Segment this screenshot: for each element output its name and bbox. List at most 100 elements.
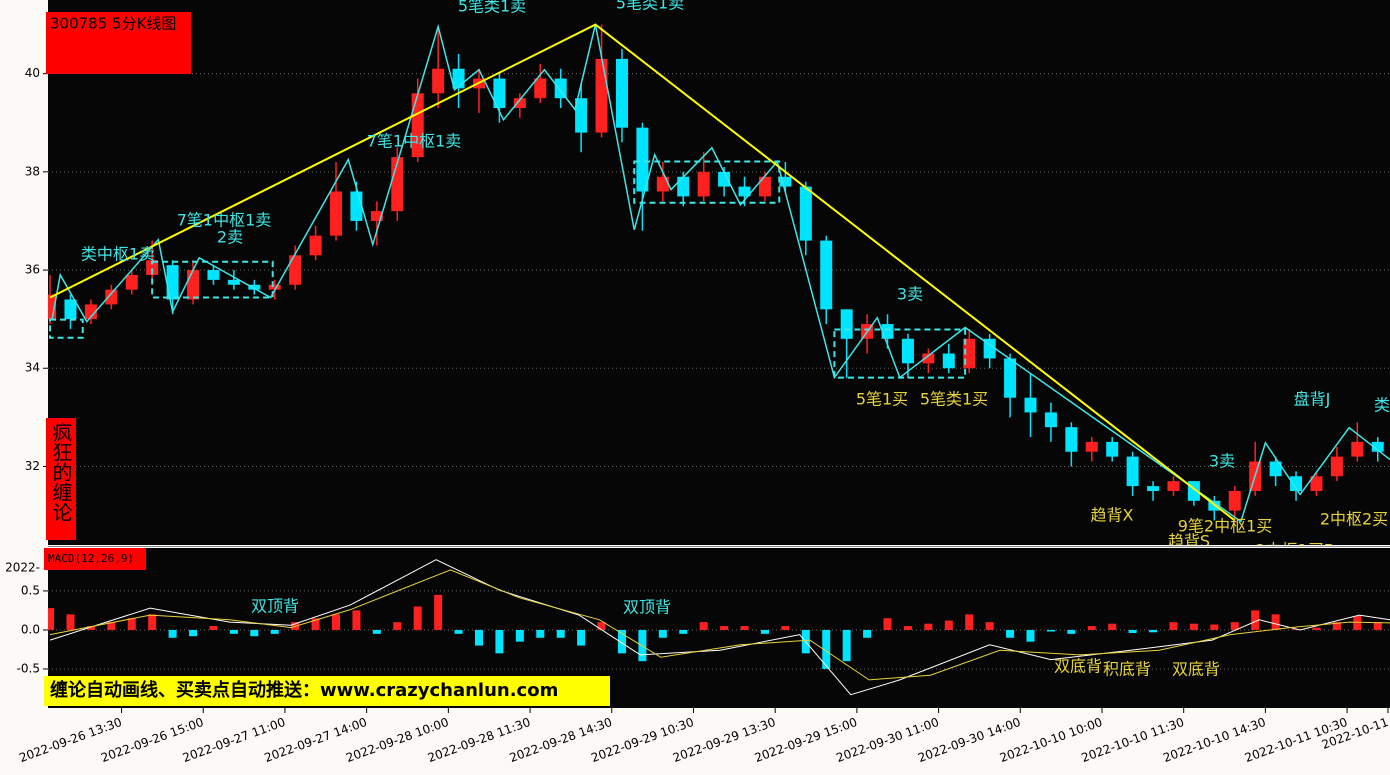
candle-body bbox=[1310, 476, 1323, 491]
side-label-box bbox=[46, 418, 76, 540]
candle-body bbox=[615, 58, 628, 128]
macd-bar bbox=[985, 622, 994, 630]
candle-body bbox=[1044, 412, 1057, 428]
annotation: 5笔类1买 bbox=[920, 390, 988, 409]
macd-bar bbox=[352, 610, 361, 630]
macd-bar bbox=[1046, 629, 1055, 632]
macd-bar bbox=[1312, 627, 1321, 630]
macd-bar bbox=[48, 608, 55, 630]
macd-bar bbox=[740, 626, 749, 630]
macd-bar bbox=[1087, 626, 1096, 630]
candle-body bbox=[146, 260, 159, 275]
macd-bar bbox=[944, 620, 953, 630]
candle-body bbox=[1371, 441, 1384, 452]
candle-body bbox=[983, 338, 996, 359]
candle-body bbox=[370, 211, 383, 221]
y-tick-label: 38 bbox=[25, 164, 40, 178]
macd-bar bbox=[1006, 629, 1015, 638]
y-tick-label: 36 bbox=[25, 263, 40, 277]
footer-text: 缠论自动画线、买卖点自动推送：www.crazychanlun.com bbox=[50, 679, 558, 701]
candle-body bbox=[432, 68, 445, 94]
candle-body bbox=[595, 58, 608, 133]
candle-body bbox=[779, 176, 792, 187]
macd-bar bbox=[1067, 629, 1076, 634]
annotation: 双底背 bbox=[1054, 657, 1102, 676]
macd-bar bbox=[883, 618, 892, 630]
macd-bar bbox=[413, 606, 422, 630]
annotation: 盘背J bbox=[1294, 390, 1331, 409]
macd-bar bbox=[1169, 622, 1178, 630]
dea-line bbox=[49, 569, 1390, 681]
macd-bar bbox=[474, 629, 483, 646]
annotation: 2中枢1买B bbox=[1255, 541, 1334, 560]
macd-bar bbox=[1026, 629, 1035, 642]
candle-body bbox=[534, 78, 547, 99]
candle-body bbox=[1147, 486, 1160, 491]
macd-bar bbox=[311, 618, 320, 630]
annotation: 双顶背 bbox=[251, 597, 299, 616]
candle-body bbox=[963, 338, 976, 369]
macd-bar bbox=[903, 626, 912, 630]
title-box bbox=[46, 12, 191, 74]
candle-body bbox=[105, 289, 118, 305]
annotation: 双底背 bbox=[1172, 660, 1220, 679]
candle-body bbox=[289, 255, 302, 285]
macd-bar bbox=[720, 626, 729, 630]
candle-body bbox=[1065, 427, 1078, 452]
macd-bar bbox=[781, 626, 790, 630]
candle-body bbox=[1106, 441, 1119, 457]
macd-bar bbox=[536, 629, 545, 638]
annotation: 2卖 bbox=[217, 228, 243, 247]
macd-bar bbox=[577, 629, 586, 646]
candle-body bbox=[207, 270, 220, 280]
candle-body bbox=[901, 338, 914, 364]
candle-body bbox=[125, 274, 138, 290]
macd-label: MACD(12,26,9) bbox=[48, 552, 134, 565]
candle-body bbox=[656, 176, 669, 192]
y-tick-label: -0.5 bbox=[17, 661, 40, 675]
candle-body bbox=[309, 235, 322, 256]
annotation: 2中枢2买 bbox=[1320, 510, 1388, 529]
macd-bar bbox=[332, 614, 341, 630]
annotation: 7笔1中枢1卖 bbox=[177, 211, 272, 230]
segment-line bbox=[49, 23, 1236, 522]
candle-body bbox=[1290, 476, 1303, 491]
y-tick-label: 40 bbox=[25, 66, 40, 80]
macd-bar bbox=[393, 622, 402, 630]
candle-body bbox=[350, 191, 363, 221]
macd-bar bbox=[1271, 614, 1280, 630]
annotation: 5笔类1卖 bbox=[458, 0, 526, 16]
annotation: 3卖 bbox=[897, 285, 923, 304]
macd-bar bbox=[1292, 629, 1301, 630]
candle-body bbox=[1004, 358, 1017, 398]
annotation: 5笔类1卖 bbox=[616, 0, 684, 13]
candle-body bbox=[575, 98, 588, 133]
macd-bar bbox=[1251, 610, 1260, 630]
macd-bar bbox=[1353, 615, 1362, 630]
macd-bar bbox=[699, 622, 708, 630]
macd-label-box bbox=[44, 548, 146, 570]
macd-bar bbox=[434, 594, 443, 630]
candle-body bbox=[227, 279, 240, 285]
macd-bar bbox=[209, 626, 218, 630]
macd-bar bbox=[168, 629, 177, 638]
candle-body bbox=[1269, 461, 1282, 477]
macd-bar bbox=[822, 629, 831, 669]
annotation: 趋背S bbox=[1168, 532, 1210, 551]
annotation: 3卖 bbox=[1209, 452, 1235, 471]
candle-body bbox=[452, 68, 465, 89]
candle-body bbox=[1351, 441, 1364, 457]
candle-body bbox=[820, 240, 833, 310]
macd-bar bbox=[148, 614, 157, 630]
macd-bar bbox=[454, 629, 463, 634]
macd-bar bbox=[617, 629, 626, 654]
candle-body bbox=[513, 98, 526, 109]
candle-body bbox=[677, 176, 690, 197]
macd-bar bbox=[229, 629, 238, 634]
candle-body bbox=[187, 270, 200, 300]
macd-bar bbox=[86, 626, 95, 630]
candle-body bbox=[554, 78, 567, 99]
dif-line bbox=[49, 559, 1390, 696]
macd-bar bbox=[127, 618, 136, 630]
macd-bar bbox=[250, 629, 259, 637]
